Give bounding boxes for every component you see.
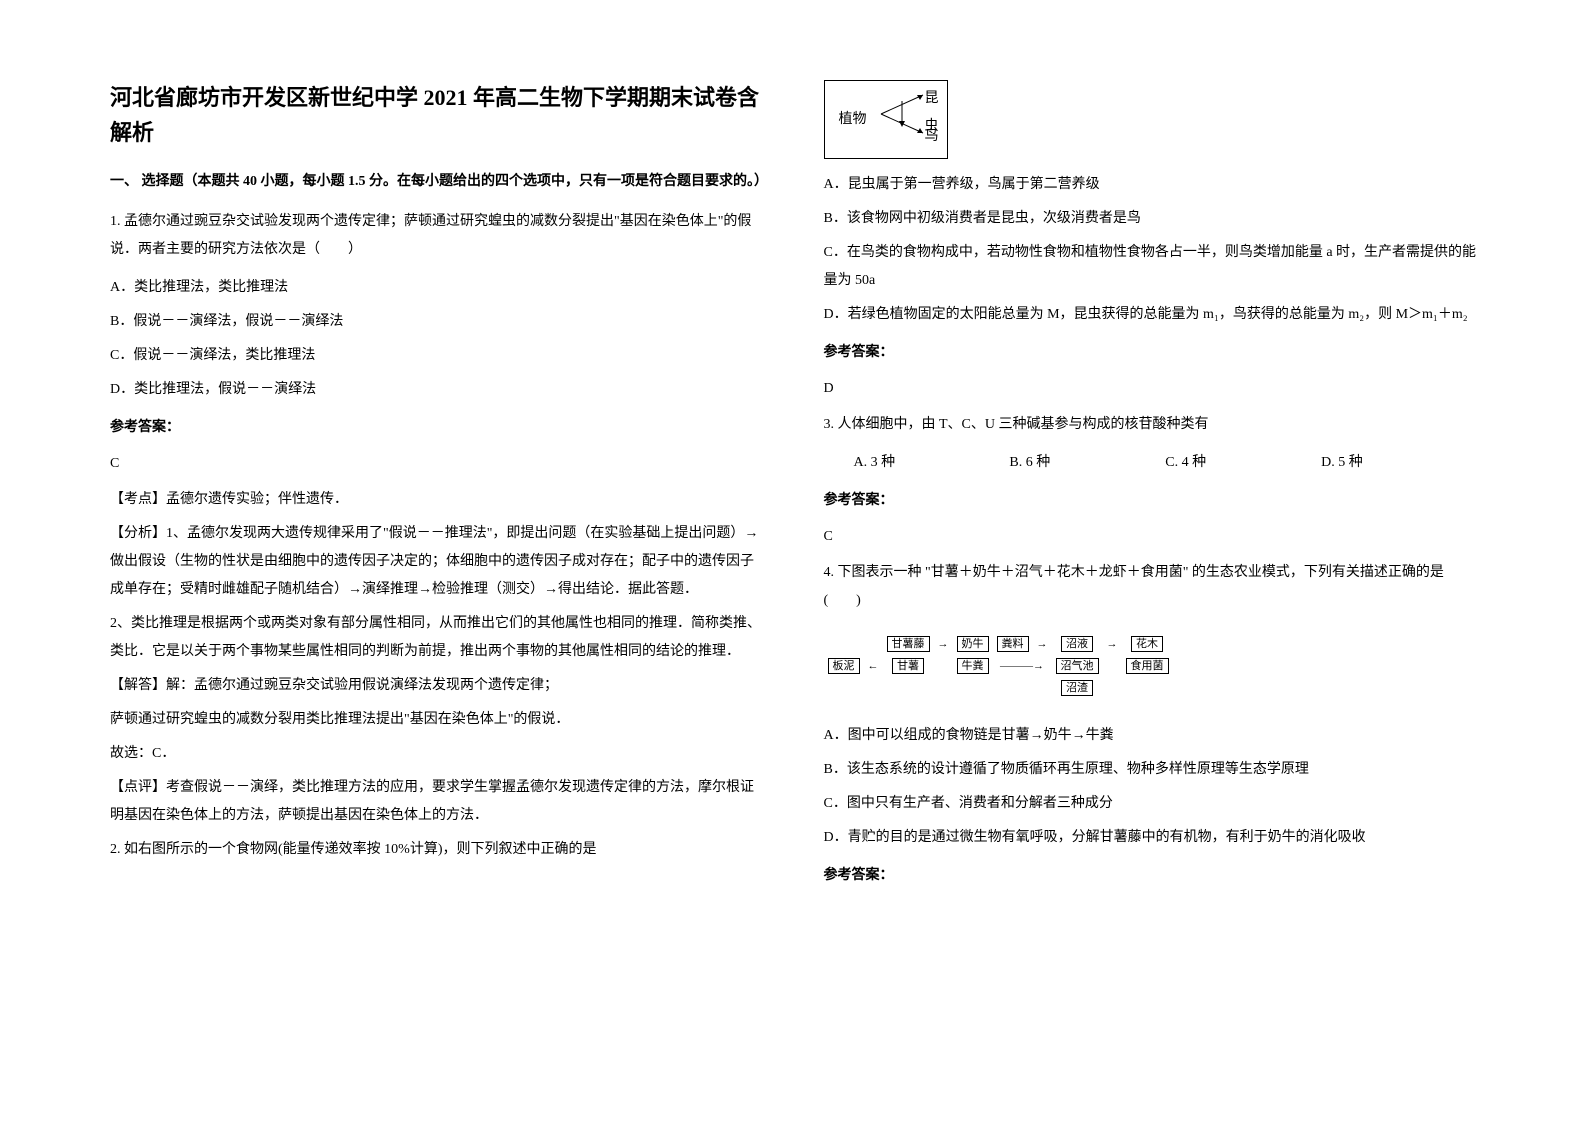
q1-stem: 1. 孟德尔通过豌豆杂交试验发现两个遗传定律；萨顿通过研究蝗虫的减数分裂提出"基… (110, 208, 764, 264)
q4-node-r1c3: 奶牛 (957, 636, 989, 652)
q1-ana-p5: 萨顿通过研究蝗虫的减数分裂用类比推理法提出"基因在染色体上"的假说． (110, 706, 764, 734)
q1-ana-p2: 【分析】1、孟德尔发现两大遗传规律采用了"假说－－推理法"，即提出问题（在实验基… (110, 520, 764, 604)
arrow-icon: ← (864, 655, 883, 677)
q4-node-r2c0: 板泥 (828, 658, 860, 674)
q1-opt-b: B．假说－－演绎法，假说－－演绎法 (110, 308, 764, 336)
q2-opt-d: D．若绿色植物固定的太阳能总量为 M，昆虫获得的总能量为 m₁，鸟获得的总能量为… (824, 301, 1478, 329)
q4-node-r2c4: 食用菌 (1126, 658, 1169, 674)
q4-node-r3c1: 沼渣 (1061, 680, 1093, 696)
q3-options-row: A. 3 种 B. 6 种 C. 4 种 D. 5 种 (824, 449, 1478, 477)
diagram-root: 植物 (839, 106, 867, 134)
q4-opt-b: B．该生态系统的设计遵循了物质循环再生原理、物种多样性原理等生态学原理 (824, 756, 1478, 784)
q3-stem: 3. 人体细胞中，由 T、C、U 三种碱基参与构成的核苷酸种类有 (824, 411, 1478, 439)
q4-node-r2c1: 甘薯 (892, 658, 924, 674)
q4-answer-label: 参考答案： (824, 862, 1478, 890)
q4-stem: 4. 下图表示一种 "甘薯＋奶牛＋沼气＋花木＋龙虾＋食用菌" 的生态农业模式，下… (824, 559, 1478, 615)
q1-ana-p1: 【考点】孟德尔遗传实验；伴性遗传． (110, 486, 764, 514)
q4-node-r1c6: 花木 (1131, 636, 1163, 652)
arrow-icon: → (1033, 633, 1052, 655)
q2-diagram: 植物 昆虫 鸟 (824, 80, 948, 159)
q1-ana-p7: 【点评】考查假说－－演绎，类比推理方法的应用，要求学生掌握孟德尔发现遗传定律的方… (110, 774, 764, 830)
arrow-icon: → (1103, 633, 1122, 655)
q4-opt-a: A．图中可以组成的食物链是甘薯→奶牛→牛粪 (824, 722, 1478, 750)
q4-node-r1c4: 粪料 (997, 636, 1029, 652)
q4-node-r2c2: 牛粪 (957, 658, 989, 674)
q4-node-r1c1: 甘薯藤 (887, 636, 930, 652)
q1-opt-a: A．类比推理法，类比推理法 (110, 274, 764, 302)
q4-opt-d: D．青贮的目的是通过微生物有氧呼吸，分解甘薯藤中的有机物，有利于奶牛的消化吸收 (824, 824, 1478, 852)
q4-opt-c: C．图中只有生产者、消费者和分解者三种成分 (824, 790, 1478, 818)
q1-ana-p6: 故选：C． (110, 740, 764, 768)
q4-node-r1c5: 沼液 (1061, 636, 1093, 652)
q2-answer-label: 参考答案： (824, 339, 1478, 367)
left-column: 河北省廊坊市开发区新世纪中学 2021 年高二生物下学期期末试卷含解析 一、 选… (90, 80, 794, 1082)
q1-opt-d: D．类比推理法，假说－－演绎法 (110, 376, 764, 404)
q4-diagram: 甘薯藤 → 奶牛 粪料 → 沼液 → 花木 板泥 ← 甘薯 牛粪 ———→ 沼气… (824, 633, 1173, 699)
q1-ana-p4: 【解答】解：孟德尔通过豌豆杂交试验用假说演绎法发现两个遗传定律； (110, 672, 764, 700)
arrow-icon: → (934, 633, 953, 655)
q3-opt-a: A. 3 种 (854, 449, 1010, 477)
q2-opt-a: A．昆虫属于第一营养级，鸟属于第二营养级 (824, 171, 1478, 199)
q2-answer: D (824, 375, 1478, 403)
doc-title: 河北省廊坊市开发区新世纪中学 2021 年高二生物下学期期末试卷含解析 (110, 80, 764, 150)
q3-opt-c: C. 4 种 (1165, 449, 1321, 477)
q2-opt-c: C．在鸟类的食物构成中，若动物性食物和植物性食物各占一半，则鸟类增加能量 a 时… (824, 239, 1478, 295)
q1-answer-label: 参考答案： (110, 414, 764, 442)
q3-opt-b: B. 6 种 (1009, 449, 1165, 477)
q3-answer: C (824, 523, 1478, 551)
q4-node-r2c3: 沼气池 (1056, 658, 1099, 674)
arrow-icon: ———→ (993, 655, 1052, 677)
section-header: 一、 选择题（本题共 40 小题，每小题 1.5 分。在每小题给出的四个选项中，… (110, 168, 764, 196)
q3-answer-label: 参考答案： (824, 487, 1478, 515)
q2-opt-b: B．该食物网中初级消费者是昆虫，次级消费者是鸟 (824, 205, 1478, 233)
q3-opt-d: D. 5 种 (1321, 449, 1477, 477)
q1-ana-p3: 2、类比推理是根据两个或两类对象有部分属性相同，从而推出它们的其他属性也相同的推… (110, 610, 764, 666)
q1-opt-c: C．假说－－演绎法，类比推理法 (110, 342, 764, 370)
q2-stem: 2. 如右图所示的一个食物网(能量传递效率按 10%计算)，则下列叙述中正确的是 (110, 836, 764, 864)
q1-answer: C (110, 450, 764, 478)
down-arrow-icon (898, 101, 906, 127)
right-column: 植物 昆虫 鸟 A．昆虫属于第一营养级，鸟属于第二营养级 (794, 80, 1498, 1082)
diagram-branch2: 鸟 (925, 123, 939, 151)
